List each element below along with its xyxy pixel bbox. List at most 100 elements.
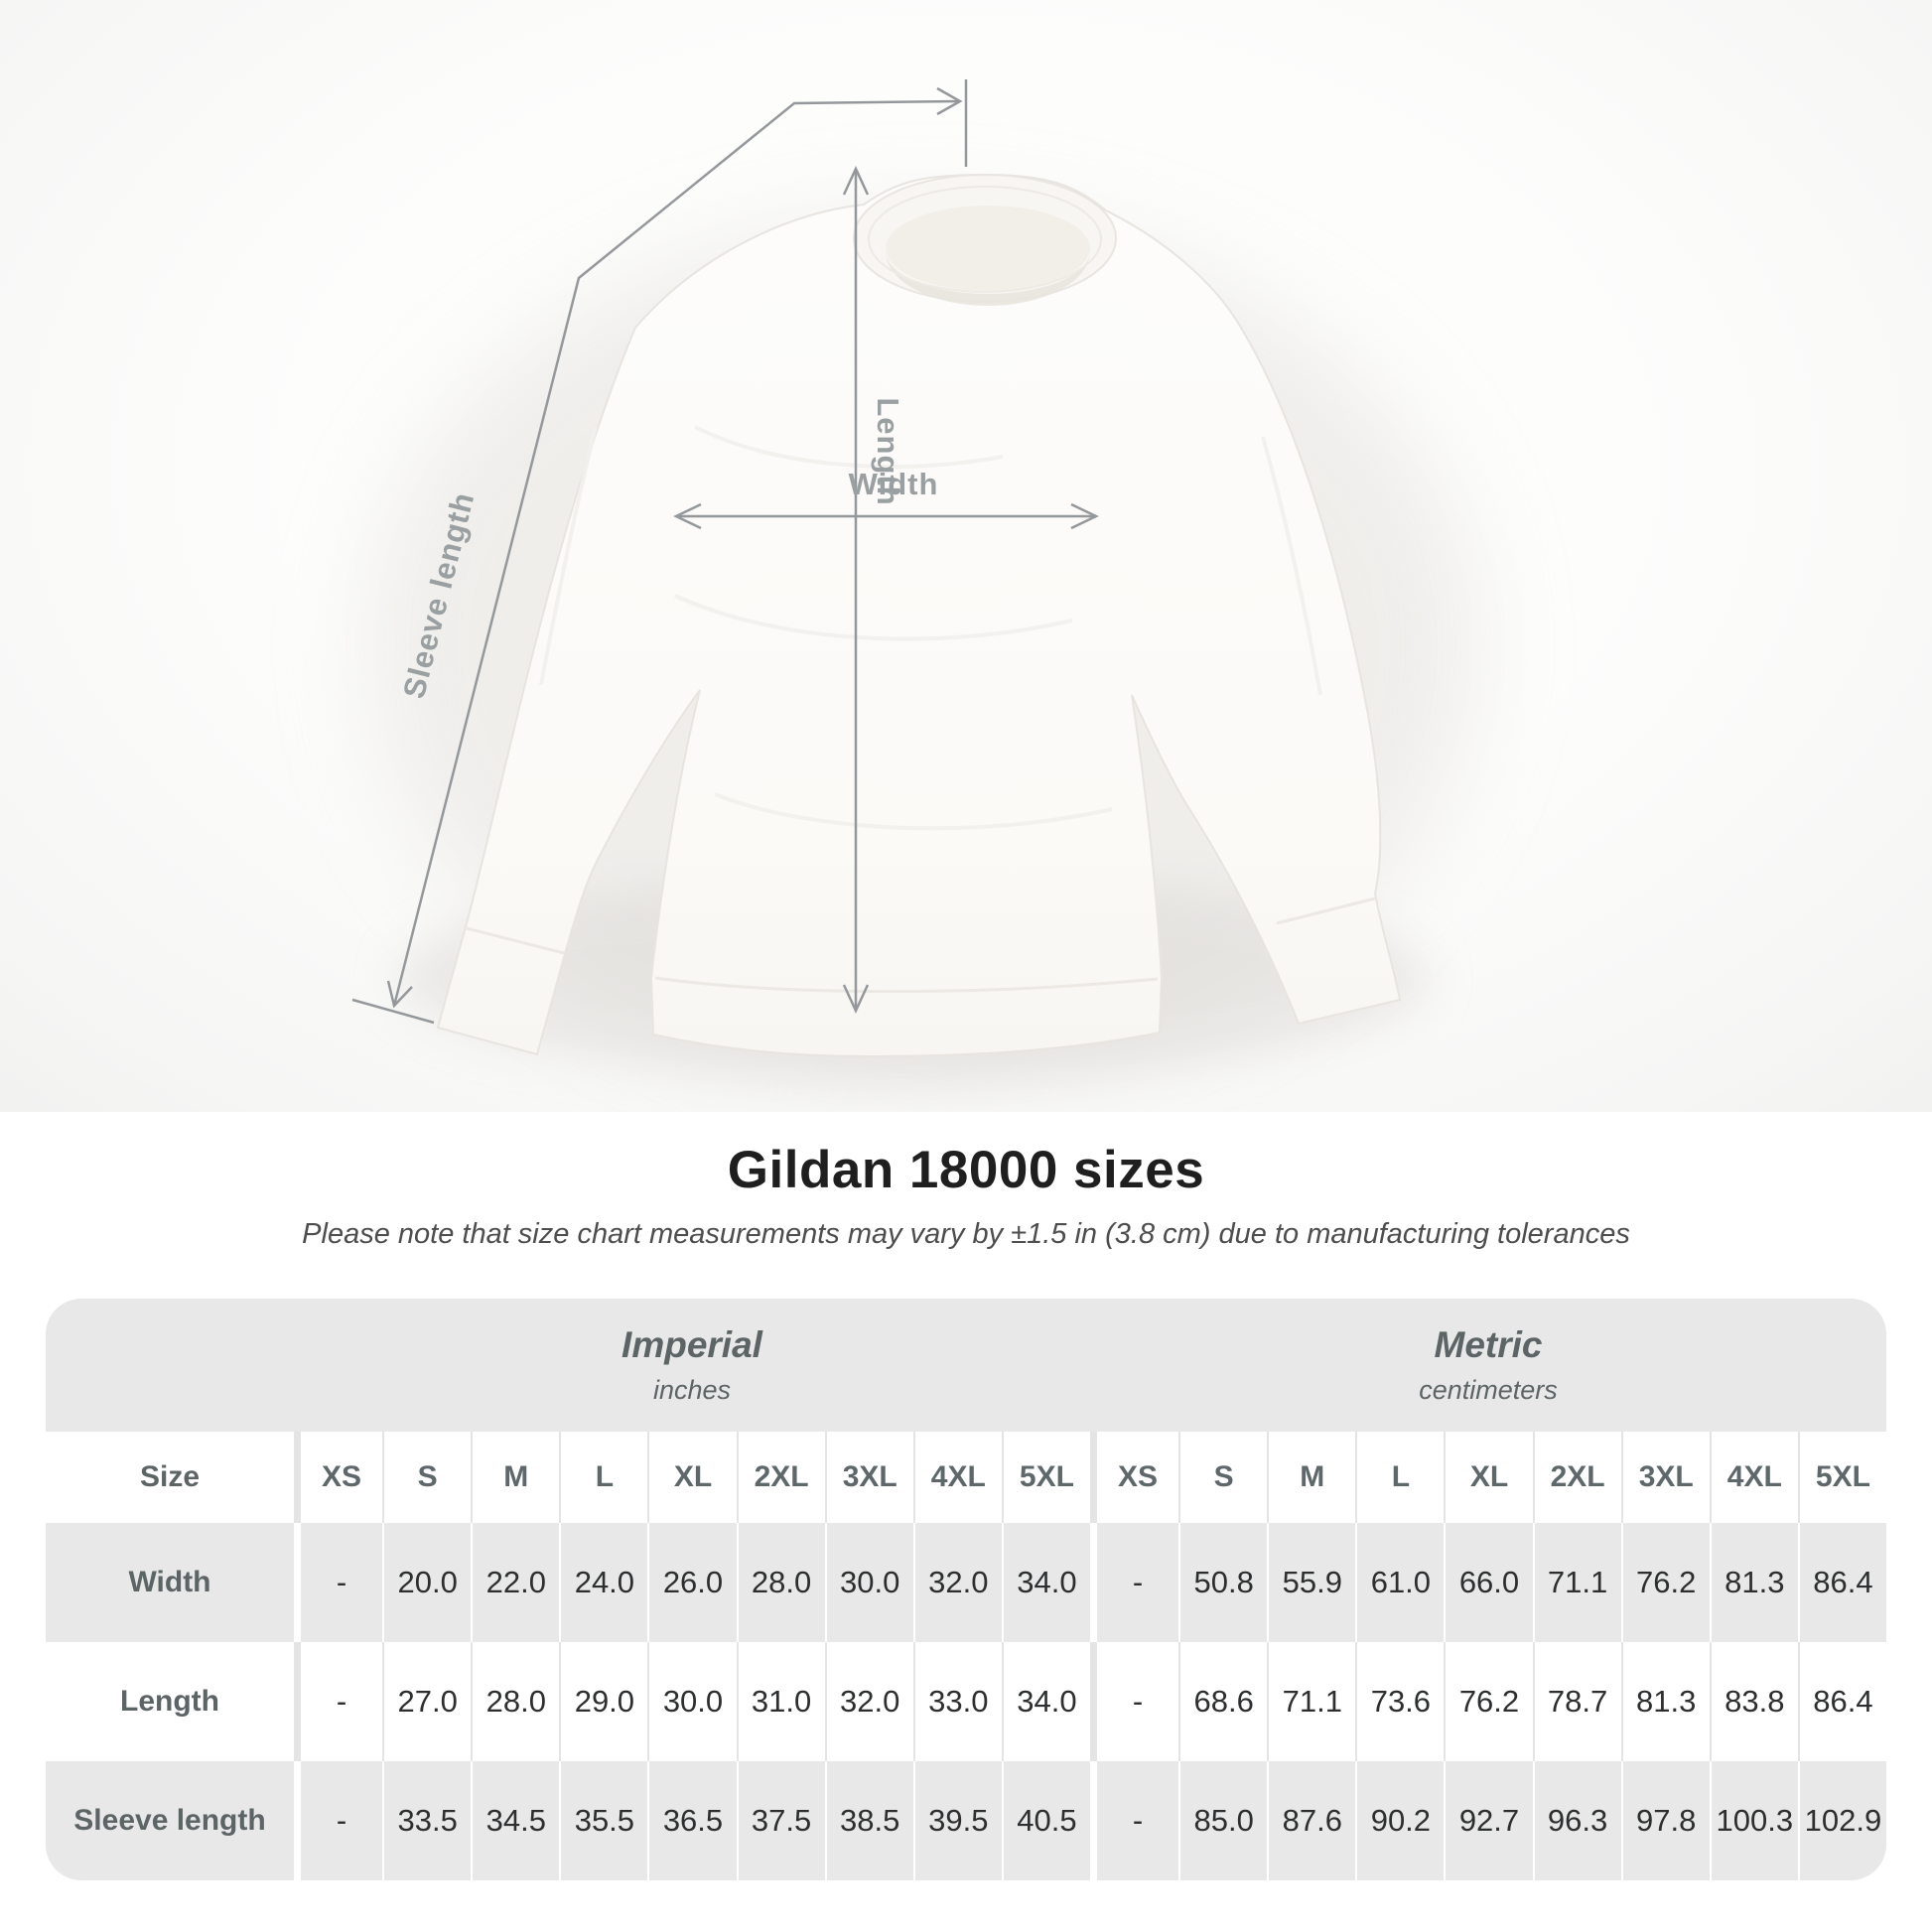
- size-header-imperial-l: L: [559, 1432, 647, 1523]
- measurement-lines: [351, 79, 1099, 1025]
- size-header-metric-s: S: [1178, 1432, 1267, 1523]
- table-row-width: Width -20.0 22.0 24.0 26.0 28.0 30.0 32.0 34.0-5…: [46, 1523, 1886, 1642]
- cell-value: -: [294, 1523, 382, 1642]
- cell-value: 73.6: [1355, 1642, 1444, 1761]
- collar: [853, 174, 1117, 306]
- cell-value: 86.4: [1797, 1523, 1886, 1642]
- size-table: Imperial inches Metric centimeters Size …: [46, 1299, 1886, 1880]
- size-header-metric-4xl: 4XL: [1709, 1432, 1798, 1523]
- left-cuff-seam: [466, 926, 565, 955]
- cell-value: 27.0: [382, 1642, 471, 1761]
- cell-value: 32.0: [824, 1642, 913, 1761]
- cell-value: 40.5: [1001, 1761, 1090, 1880]
- cell-value: 87.6: [1267, 1761, 1355, 1880]
- arrowhead-down-left-icon: [386, 980, 413, 1009]
- size-column-spacer: [46, 1299, 294, 1432]
- cell-value: 86.4: [1797, 1642, 1886, 1761]
- sleeve-dimension-line: [351, 79, 968, 1025]
- sweatshirt-illustration: [436, 173, 1402, 1058]
- size-header-imperial-4xl: 4XL: [912, 1432, 1002, 1523]
- cell-value: 76.2: [1444, 1642, 1532, 1761]
- cell-value: 34.0: [1001, 1642, 1090, 1761]
- cell-value: -: [294, 1761, 382, 1880]
- cell-value: 78.7: [1532, 1642, 1621, 1761]
- size-header-metric-xs: XS: [1090, 1432, 1178, 1523]
- arrowhead-up-icon: [842, 166, 870, 196]
- cell-value: 92.7: [1444, 1761, 1532, 1880]
- cell-value: 50.8: [1178, 1523, 1267, 1642]
- table-row-length: Length -27.0 28.0 29.0 30.0 31.0 32.0 33.0 34.0-…: [46, 1642, 1886, 1761]
- imperial-group-header: Imperial inches: [294, 1299, 1090, 1432]
- size-header-metric-2xl: 2XL: [1532, 1432, 1621, 1523]
- size-header-imperial-5xl: 5XL: [1001, 1432, 1090, 1523]
- sweatshirt-diagram: Length Width Sleeve length: [351, 79, 1479, 1082]
- cell-value: 90.2: [1355, 1761, 1444, 1880]
- length-dimension-line: [842, 166, 870, 1014]
- cell-value: 28.0: [736, 1523, 825, 1642]
- cell-value: 34.0: [1001, 1523, 1090, 1642]
- cell-value: -: [294, 1642, 382, 1761]
- size-header-imperial-2xl: 2XL: [736, 1432, 825, 1523]
- cell-value: 35.5: [559, 1761, 647, 1880]
- cell-value: 28.0: [471, 1642, 559, 1761]
- cell-value: -: [1090, 1523, 1178, 1642]
- cell-value: 22.0: [471, 1523, 559, 1642]
- arrowhead-right-icon: [936, 86, 963, 116]
- arrowhead-left-icon: [673, 502, 702, 530]
- right-cuff-seam: [1276, 897, 1376, 925]
- size-header-metric-5xl: 5XL: [1797, 1432, 1886, 1523]
- metric-label: Metric: [1434, 1324, 1543, 1365]
- cell-value: 102.9: [1797, 1761, 1886, 1880]
- cell-value: 83.8: [1709, 1642, 1798, 1761]
- cell-value: 33.5: [382, 1761, 471, 1880]
- cell-value: 96.3: [1532, 1761, 1621, 1880]
- page-subtitle: Please note that size chart measurements…: [302, 1218, 1630, 1250]
- row-label: Width: [128, 1566, 211, 1598]
- cell-value: 71.1: [1267, 1642, 1355, 1761]
- cell-value: 97.8: [1620, 1761, 1710, 1880]
- row-label: Length: [120, 1685, 219, 1718]
- imperial-unit-label: inches: [652, 1375, 732, 1405]
- metric-group-header: Metric centimeters: [1090, 1299, 1886, 1432]
- table-rows: Width -20.0 22.0 24.0 26.0 28.0 30.0 32.0 34.0-5…: [46, 1523, 1886, 1880]
- cell-value: 20.0: [382, 1523, 471, 1642]
- sweatshirt-body: [436, 173, 1402, 1058]
- cell-value: 61.0: [1355, 1523, 1444, 1642]
- size-header-imperial-s: S: [382, 1432, 471, 1523]
- width-label: Width: [849, 467, 939, 501]
- cell-value: 30.0: [647, 1642, 736, 1761]
- cell-value: 76.2: [1620, 1523, 1710, 1642]
- size-header-imperial-3xl: 3XL: [824, 1432, 913, 1523]
- cell-value: 66.0: [1444, 1523, 1532, 1642]
- size-header-metric-xl: XL: [1444, 1432, 1532, 1523]
- cell-value: -: [1090, 1761, 1178, 1880]
- size-header-metric-3xl: 3XL: [1620, 1432, 1710, 1523]
- cell-value: 31.0: [736, 1642, 825, 1761]
- cell-value: 85.0: [1178, 1761, 1267, 1880]
- fabric-wrinkles: [539, 425, 1322, 831]
- unit-group-band: Imperial inches Metric centimeters: [46, 1299, 1886, 1432]
- cell-value: 68.6: [1178, 1642, 1267, 1761]
- width-dimension-line: [673, 502, 1099, 530]
- arrowhead-down-icon: [842, 984, 870, 1014]
- size-header-imperial-m: M: [471, 1432, 559, 1523]
- cell-value: 29.0: [559, 1642, 647, 1761]
- cell-value: 38.5: [824, 1761, 913, 1880]
- cell-value: 32.0: [912, 1523, 1002, 1642]
- metric-unit-label: centimeters: [1419, 1375, 1558, 1405]
- size-header-imperial-xl: XL: [647, 1432, 736, 1523]
- length-label: Length: [871, 397, 905, 505]
- page-title: Gildan 18000 sizes: [727, 1141, 1205, 1199]
- cell-value: 55.9: [1267, 1523, 1355, 1642]
- cell-value: 26.0: [647, 1523, 736, 1642]
- imperial-label: Imperial: [621, 1324, 762, 1365]
- cell-value: 37.5: [736, 1761, 825, 1880]
- size-header-imperial-xs: XS: [294, 1432, 382, 1523]
- arrowhead-right-icon: [1070, 502, 1099, 530]
- cell-value: 24.0: [559, 1523, 647, 1642]
- size-header-metric-l: L: [1355, 1432, 1444, 1523]
- cell-value: 81.3: [1620, 1642, 1710, 1761]
- row-label: Sleeve length: [73, 1804, 266, 1837]
- hem-band-seam: [654, 976, 1159, 994]
- cell-value: 34.5: [471, 1761, 559, 1880]
